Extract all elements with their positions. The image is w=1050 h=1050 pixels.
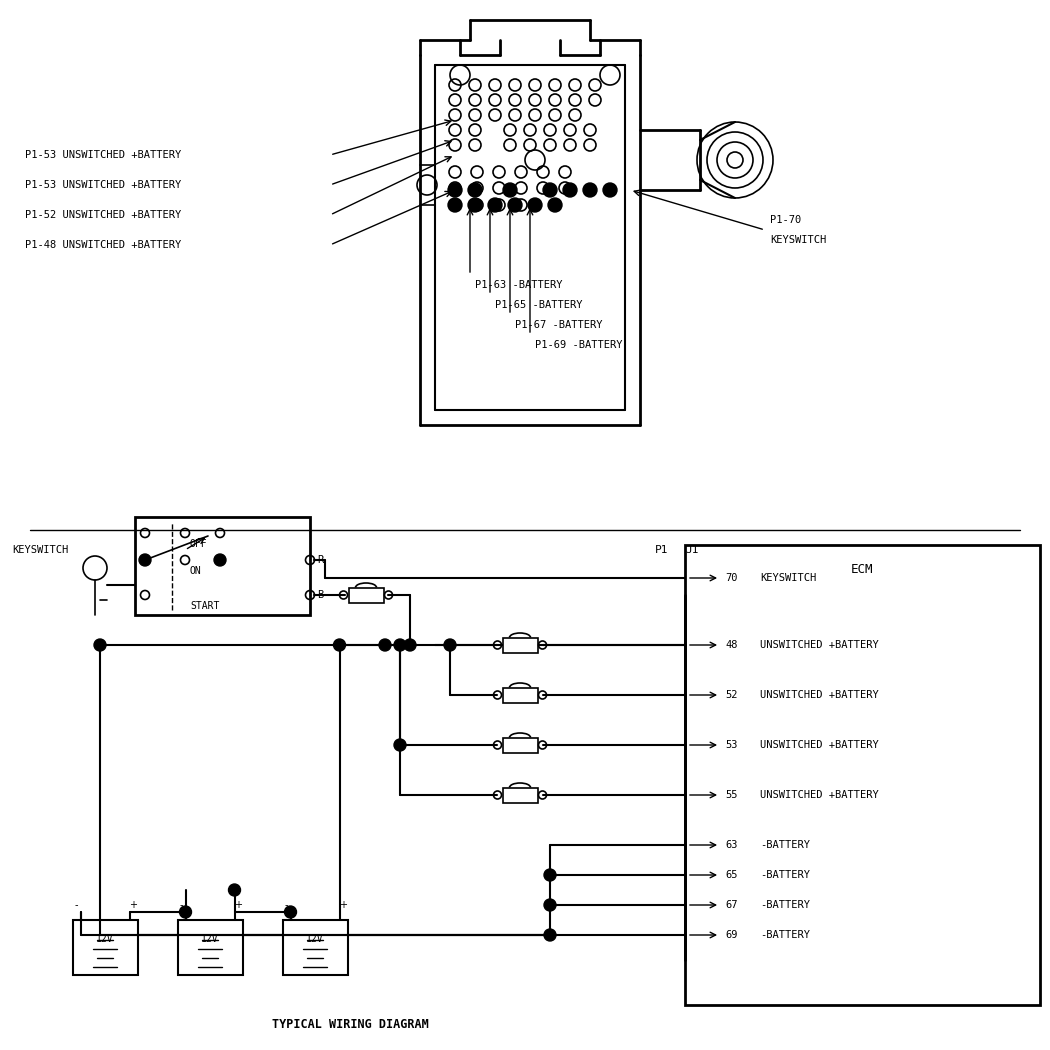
Text: P1-69 -BATTERY: P1-69 -BATTERY: [536, 340, 623, 350]
Text: +: +: [234, 900, 243, 910]
Circle shape: [583, 183, 597, 197]
Bar: [282, 920, 348, 975]
Circle shape: [508, 198, 522, 212]
Text: P1: P1: [655, 545, 669, 555]
Text: -BATTERY: -BATTERY: [760, 900, 810, 910]
Text: 63: 63: [724, 840, 737, 850]
Circle shape: [394, 639, 406, 651]
Bar: [503, 688, 538, 702]
Circle shape: [544, 869, 556, 881]
Text: J1: J1: [686, 545, 698, 555]
Text: 12V: 12V: [307, 934, 323, 944]
Text: P1-52 UNSWITCHED +BATTERY: P1-52 UNSWITCHED +BATTERY: [25, 210, 182, 220]
Circle shape: [603, 183, 617, 197]
Text: UNSWITCHED +BATTERY: UNSWITCHED +BATTERY: [760, 790, 879, 800]
Bar: [503, 788, 538, 802]
Circle shape: [563, 183, 578, 197]
Text: 53: 53: [724, 740, 737, 750]
Text: P1-53 UNSWITCHED +BATTERY: P1-53 UNSWITCHED +BATTERY: [25, 180, 182, 190]
Text: +: +: [129, 900, 138, 910]
Circle shape: [444, 639, 456, 651]
Circle shape: [448, 198, 462, 212]
Circle shape: [548, 198, 562, 212]
Text: 55: 55: [724, 790, 737, 800]
Text: KEYSWITCH: KEYSWITCH: [12, 545, 68, 555]
Text: 52: 52: [724, 690, 737, 700]
Circle shape: [214, 554, 226, 566]
Text: -BATTERY: -BATTERY: [760, 840, 810, 850]
Text: -: -: [180, 900, 184, 910]
Bar: [177, 920, 243, 975]
Circle shape: [229, 884, 240, 896]
Text: 65: 65: [724, 870, 737, 880]
Text: KEYSWITCH: KEYSWITCH: [760, 573, 816, 583]
Circle shape: [544, 929, 556, 941]
Text: P1-53 UNSWITCHED +BATTERY: P1-53 UNSWITCHED +BATTERY: [25, 150, 182, 160]
Circle shape: [468, 183, 482, 197]
Circle shape: [448, 183, 462, 197]
Text: 48: 48: [724, 640, 737, 650]
Text: ECM: ECM: [852, 563, 874, 576]
Text: START: START: [190, 601, 219, 611]
Text: ON: ON: [190, 566, 202, 576]
Text: UNSWITCHED +BATTERY: UNSWITCHED +BATTERY: [760, 740, 879, 750]
Text: 69: 69: [724, 930, 737, 940]
Text: R: R: [317, 555, 323, 565]
Text: P1-70: P1-70: [770, 215, 801, 225]
Text: UNSWITCHED +BATTERY: UNSWITCHED +BATTERY: [760, 690, 879, 700]
Text: -BATTERY: -BATTERY: [760, 930, 810, 940]
Circle shape: [468, 198, 482, 212]
Bar: [503, 737, 538, 753]
Text: 12V: 12V: [202, 934, 218, 944]
Text: KEYSWITCH: KEYSWITCH: [770, 235, 826, 245]
Bar: [503, 637, 538, 652]
Circle shape: [544, 899, 556, 911]
Text: 67: 67: [724, 900, 737, 910]
Text: 12V: 12V: [97, 934, 113, 944]
Bar: [72, 920, 138, 975]
Circle shape: [543, 183, 556, 197]
Circle shape: [528, 198, 542, 212]
Text: P1-65 -BATTERY: P1-65 -BATTERY: [495, 300, 583, 310]
Text: -BATTERY: -BATTERY: [760, 870, 810, 880]
Circle shape: [488, 198, 502, 212]
Circle shape: [139, 554, 151, 566]
Text: P1-48 UNSWITCHED +BATTERY: P1-48 UNSWITCHED +BATTERY: [25, 240, 182, 250]
Circle shape: [394, 739, 406, 751]
Circle shape: [404, 639, 416, 651]
Text: OFF: OFF: [190, 539, 208, 549]
Text: -: -: [75, 900, 79, 910]
Text: UNSWITCHED +BATTERY: UNSWITCHED +BATTERY: [760, 640, 879, 650]
Circle shape: [94, 639, 106, 651]
Text: 70: 70: [724, 573, 737, 583]
Circle shape: [503, 183, 517, 197]
Circle shape: [334, 639, 345, 651]
Text: +: +: [339, 900, 348, 910]
Text: B: B: [317, 590, 323, 600]
Text: -: -: [285, 900, 289, 910]
Circle shape: [180, 906, 191, 918]
Text: TYPICAL WIRING DIAGRAM: TYPICAL WIRING DIAGRAM: [272, 1018, 428, 1031]
Circle shape: [379, 639, 391, 651]
Bar: [685, 545, 1040, 1005]
Text: P1-63 -BATTERY: P1-63 -BATTERY: [475, 280, 563, 290]
Bar: [135, 517, 310, 615]
Text: P1-67 -BATTERY: P1-67 -BATTERY: [514, 320, 603, 330]
Bar: [349, 588, 383, 603]
Circle shape: [285, 906, 296, 918]
